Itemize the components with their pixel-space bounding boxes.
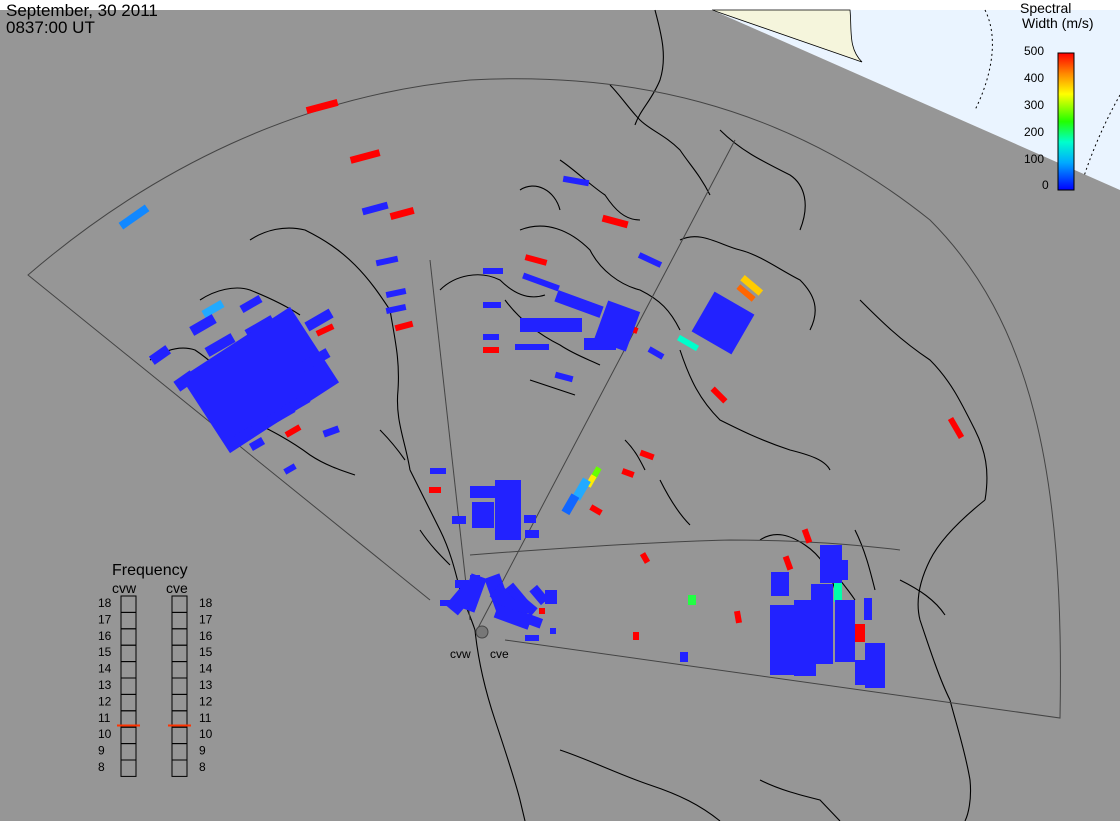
frequency-tick: 8 <box>199 760 206 774</box>
frequency-cvw-column <box>120 595 137 777</box>
frequency-tick: 15 <box>98 645 112 659</box>
frequency-tick: 18 <box>98 596 112 610</box>
backscatter-high <box>284 98 965 642</box>
frequency-cvw-scale: 18 17 16 15 14 13 12 11 10 9 8 <box>98 596 112 774</box>
colorbar-tick: 500 <box>1024 44 1044 58</box>
frequency-panel: Frequency cvw cve 18 17 16 15 14 13 12 11 10 9 8 1… <box>98 562 213 777</box>
radar-label-east: cve <box>490 647 509 661</box>
frequency-tick: 12 <box>98 694 112 708</box>
frequency-tick: 17 <box>199 612 213 626</box>
frequency-tick: 11 <box>199 711 212 725</box>
frequency-tick: 17 <box>98 612 112 626</box>
frequency-tick: 9 <box>199 744 206 758</box>
colorbar: Spectral Width (m/s) 500 400 300 200 100… <box>1020 0 1094 192</box>
frequency-tick: 11 <box>98 711 111 725</box>
frequency-title: Frequency <box>112 562 188 579</box>
coastlines <box>149 9 988 821</box>
colorbar-tick: 400 <box>1024 71 1044 85</box>
frequency-tick: 14 <box>199 662 213 676</box>
frequency-tick: 12 <box>199 694 213 708</box>
backscatter-low <box>148 175 885 688</box>
frequency-tick: 13 <box>98 678 112 692</box>
near-range-scatter <box>440 573 557 641</box>
backscatter-mid <box>118 204 842 605</box>
frequency-tick: 15 <box>199 645 213 659</box>
radar-site <box>475 625 489 639</box>
colorbar-tick: 200 <box>1024 125 1044 139</box>
frequency-cell <box>171 759 188 777</box>
frequency-cve-column <box>171 595 188 777</box>
frequency-cve-scale: 18 17 16 15 14 13 12 11 10 9 8 <box>199 596 213 774</box>
field-of-view <box>27 78 1061 719</box>
colorbar-title-line2: Width (m/s) <box>1022 15 1094 31</box>
greenland-coast <box>711 9 863 63</box>
latitude-circle-north <box>974 9 993 111</box>
colorbar-tick: 0 <box>1042 178 1049 192</box>
frequency-tick: 10 <box>98 727 112 741</box>
colorbar-tick: 100 <box>1024 152 1044 166</box>
frequency-tick: 18 <box>199 596 213 610</box>
timestamp: September, 30 2011 0837:00 UT <box>6 2 158 36</box>
frequency-tick: 16 <box>98 629 112 643</box>
frequency-cvw-label: cvw <box>112 580 137 596</box>
date-text: September, 30 2011 <box>6 1 158 20</box>
frequency-tick: 14 <box>98 662 112 676</box>
frequency-tick: 10 <box>199 727 213 741</box>
colorbar-scale <box>1057 52 1075 191</box>
colorbar-title-line1: Spectral <box>1020 0 1071 16</box>
frequency-tick: 8 <box>98 760 105 774</box>
frequency-cell <box>120 759 137 777</box>
nightside-region <box>0 10 1120 821</box>
frequency-cve-label: cve <box>166 580 188 596</box>
frequency-tick: 13 <box>199 678 213 692</box>
radar-label-west: cvw <box>450 647 471 661</box>
colorbar-tick: 300 <box>1024 98 1044 112</box>
frequency-tick: 16 <box>199 629 213 643</box>
time-text: 0837:00 UT <box>6 18 95 37</box>
frequency-tick: 9 <box>98 744 105 758</box>
